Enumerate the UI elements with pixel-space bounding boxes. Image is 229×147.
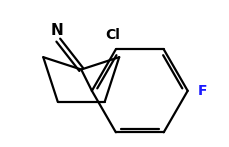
Text: N: N — [51, 23, 63, 38]
Text: F: F — [198, 84, 207, 98]
Text: Cl: Cl — [106, 29, 121, 42]
